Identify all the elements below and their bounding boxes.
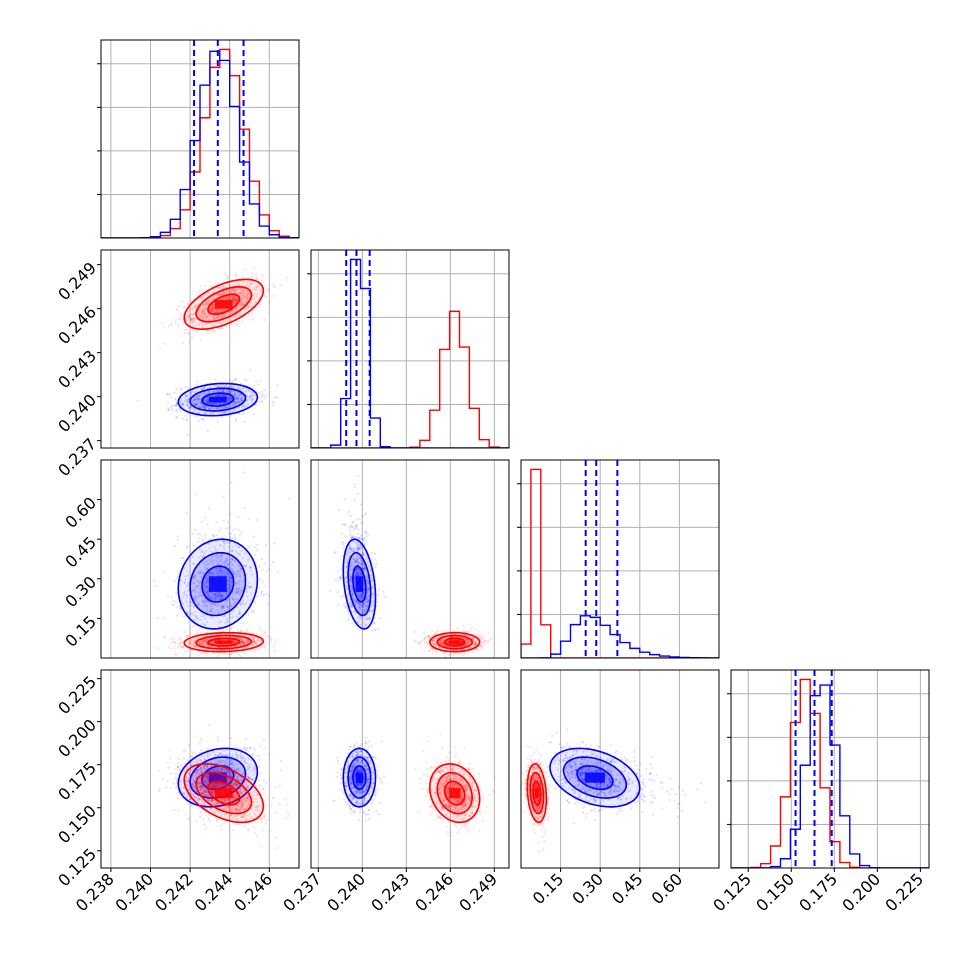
panel-frame <box>730 669 930 869</box>
x-tick-label: 0.240 <box>111 869 157 915</box>
panel-background <box>521 670 719 868</box>
panel-background <box>101 460 299 658</box>
panel-frame <box>100 39 300 239</box>
x-tick-label: 0.237 <box>279 869 325 915</box>
panel-background <box>101 670 299 868</box>
x-tick-label: 0.242 <box>151 869 197 915</box>
y-tick-label: 0.45 <box>61 533 100 572</box>
y-tick-label: 0.15 <box>61 612 100 651</box>
y-tick-label: 0.240 <box>54 390 100 436</box>
panel-frame <box>100 249 300 449</box>
y-tick-label: 0.249 <box>54 258 100 304</box>
x-tick-label: 0.225 <box>881 869 927 915</box>
panel-frame <box>520 669 720 869</box>
histogram-series-1 <box>311 310 509 448</box>
panel-frame <box>520 459 720 659</box>
density-peak-0 <box>208 396 227 403</box>
density-peak-0 <box>208 576 227 592</box>
x-tick-label: 0.240 <box>323 869 369 915</box>
y-tick-label: 0.237 <box>54 434 100 480</box>
panel-frame <box>310 669 510 869</box>
x-tick-label: 0.45 <box>608 869 647 908</box>
scatter-panel-3-2: 0.15 0.30 0.45 0.60 <box>520 669 720 908</box>
x-tick-label: 0.243 <box>367 869 413 915</box>
y-tick-label: 0.60 <box>61 493 100 532</box>
y-tick-label: 0.246 <box>54 302 100 348</box>
histogram-panel-0 <box>97 39 300 239</box>
y-tick-label: 0.175 <box>54 758 100 804</box>
x-tick-label: 0.246 <box>411 869 457 915</box>
density-peak-1 <box>214 787 233 799</box>
panel-frame <box>100 459 300 659</box>
y-tick-label: 0.200 <box>54 715 100 761</box>
panel-background <box>311 460 509 658</box>
x-tick-label: 0.15 <box>529 869 568 908</box>
density-peak-1 <box>214 640 233 644</box>
scatter-panel-3-0: 0.1250.1500.1750.2000.2250.2380.2400.242… <box>54 669 300 915</box>
histogram-series-1 <box>521 468 719 658</box>
x-tick-label: 0.246 <box>230 869 276 915</box>
panel-frame <box>310 459 510 659</box>
y-tick-label: 0.243 <box>54 346 100 392</box>
y-tick-label: 0.150 <box>54 801 100 847</box>
x-tick-label: 0.60 <box>648 869 687 908</box>
density-peak-0 <box>584 772 606 783</box>
x-tick-label: 0.200 <box>838 869 884 915</box>
density-peak-1 <box>214 299 233 309</box>
density-peak-0 <box>355 576 364 592</box>
density-peak-0 <box>355 772 364 783</box>
x-tick-label: 0.244 <box>191 869 237 915</box>
x-tick-label: 0.150 <box>752 869 798 915</box>
density-peak-1 <box>449 640 461 644</box>
panel-frame <box>100 669 300 869</box>
histogram-panel-2 <box>517 459 720 659</box>
panel-background <box>521 460 719 658</box>
x-tick-label: 0.30 <box>568 869 607 908</box>
density-peak-1 <box>534 787 539 799</box>
x-tick-label: 0.249 <box>455 869 501 915</box>
histogram-panel-1 <box>307 249 510 449</box>
density-peak-1 <box>449 787 461 799</box>
x-tick-label: 0.175 <box>795 869 841 915</box>
histogram-series-0 <box>311 258 509 448</box>
scatter-panel-2-0: 0.150.300.450.60 <box>61 459 300 659</box>
scatter-panel-2-1 <box>310 459 510 659</box>
y-tick-label: 0.30 <box>61 572 100 611</box>
panel-frame <box>310 249 510 449</box>
histogram-series-0 <box>521 615 719 658</box>
y-tick-label: 0.225 <box>54 672 100 718</box>
density-peak-0 <box>208 772 227 783</box>
panel-background <box>311 250 509 448</box>
x-tick-label: 0.125 <box>709 869 755 915</box>
